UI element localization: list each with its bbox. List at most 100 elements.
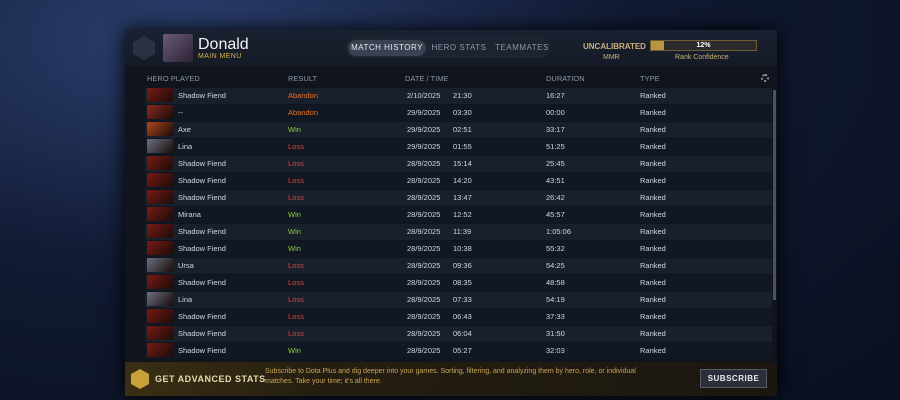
date: 29/9/2025 xyxy=(407,125,441,134)
duration: 32:03 xyxy=(546,346,565,355)
subtitle[interactable]: MAIN MENU xyxy=(198,53,242,60)
hero-icon xyxy=(147,309,173,323)
match-row[interactable]: Shadow Fiend Abandon 2/10/2025 21:30 16:27 Ra… xyxy=(145,88,772,104)
match-row[interactable]: Ursa Loss 28/9/2025 09:36 54:25 Ranked xyxy=(145,258,772,274)
match-row[interactable]: Shadow Fiend Loss 28/9/2025 08:35 48:58 Ranke… xyxy=(145,275,772,291)
result: Abandon xyxy=(288,91,319,100)
time: 06:43 xyxy=(453,312,472,321)
time: 07:33 xyxy=(453,295,472,304)
duration: 54:25 xyxy=(546,261,565,270)
match-type: Ranked xyxy=(640,108,666,117)
match-row[interactable]: Shadow Fiend Loss 28/9/2025 14:20 43:51 Ranke… xyxy=(145,173,772,189)
match-row[interactable]: Shadow Fiend Loss 28/9/2025 13:47 26:42 Ranke… xyxy=(145,190,772,206)
match-type: Ranked xyxy=(640,244,666,253)
hero-icon xyxy=(147,292,173,306)
subscribe-button[interactable]: SUBSCRIBE xyxy=(700,369,767,388)
column-header[interactable]: TYPE xyxy=(640,74,660,83)
hero-icon xyxy=(147,224,173,238)
time: 01:55 xyxy=(453,142,472,151)
match-type: Ranked xyxy=(640,278,666,287)
result: Loss xyxy=(288,261,304,270)
result: Loss xyxy=(288,295,304,304)
hero-icon xyxy=(147,156,173,170)
hero-name: Shadow Fiend xyxy=(178,91,226,100)
result: Loss xyxy=(288,176,304,185)
date: 28/9/2025 xyxy=(407,278,441,287)
hero-icon xyxy=(147,241,173,255)
time: 21:30 xyxy=(453,91,472,100)
column-header[interactable]: HERO PLAYED xyxy=(147,74,200,83)
hero-name: Shadow Fiend xyxy=(178,312,226,321)
date: 28/9/2025 xyxy=(407,312,441,321)
match-row[interactable]: Shadow Fiend Loss 28/9/2025 06:04 31:50 Ranke… xyxy=(145,326,772,342)
promo-title: GET ADVANCED STATS xyxy=(155,374,266,384)
hero-name: -- xyxy=(178,108,183,117)
date: 28/9/2025 xyxy=(407,210,441,219)
match-type: Ranked xyxy=(640,176,666,185)
hero-icon xyxy=(147,88,173,102)
result: Loss xyxy=(288,142,304,151)
rank-status: UNCALIBRATED xyxy=(583,42,646,51)
match-type: Ranked xyxy=(640,159,666,168)
match-row[interactable]: Shadow Fiend Win 28/9/2025 11:39 1:05:06 Rank… xyxy=(145,224,772,240)
promo-text: Subscribe to Dota Plus and dig deeper in… xyxy=(265,368,636,385)
dota-plus-icon xyxy=(131,369,149,389)
mmr-label: MMR xyxy=(603,54,620,61)
result: Win xyxy=(288,210,301,219)
duration: 26:42 xyxy=(546,193,565,202)
result: Loss xyxy=(288,312,304,321)
match-type: Ranked xyxy=(640,295,666,304)
duration: 55:32 xyxy=(546,244,565,253)
match-type: Ranked xyxy=(640,329,666,338)
match-row[interactable]: Shadow Fiend Loss 28/9/2025 06:43 37:33 Ranke… xyxy=(145,309,772,325)
confidence-label: Rank Confidence xyxy=(675,54,729,61)
match-history-panel: Donald MAIN MENU MATCH HISTORY HERO STAT… xyxy=(125,30,777,396)
hero-name: Shadow Fiend xyxy=(178,159,226,168)
match-row[interactable]: Shadow Fiend Win 28/9/2025 10:38 55:32 Ranked xyxy=(145,241,772,257)
tab[interactable]: TEAMMATES xyxy=(495,43,549,52)
duration: 16:27 xyxy=(546,91,565,100)
hero-name: Shadow Fiend xyxy=(178,193,226,202)
match-row[interactable]: Axe Win 29/9/2025 02:51 33:17 Ranked xyxy=(145,122,772,138)
match-type: Ranked xyxy=(640,261,666,270)
hero-name: Shadow Fiend xyxy=(178,176,226,185)
hero-name: Shadow Fiend xyxy=(178,329,226,338)
hero-name: Lina xyxy=(178,142,193,151)
match-row[interactable]: Lina Loss 29/9/2025 01:55 51:25 Ranked xyxy=(145,139,772,155)
result: Win xyxy=(288,244,301,253)
tab[interactable]: HERO STATS xyxy=(431,43,487,52)
column-header[interactable]: DATE / TIME xyxy=(405,74,449,83)
result: Win xyxy=(288,227,301,236)
hero-icon xyxy=(147,207,173,221)
duration: 51:25 xyxy=(546,142,565,151)
match-type: Ranked xyxy=(640,91,666,100)
match-type: Ranked xyxy=(640,142,666,151)
hero-icon xyxy=(147,190,173,204)
promo-banner: GET ADVANCED STATS Subscribe to Dota Plu… xyxy=(125,362,777,396)
settings-icon[interactable] xyxy=(761,74,769,82)
date: 28/9/2025 xyxy=(407,193,441,202)
date: 28/9/2025 xyxy=(407,329,441,338)
duration: 37:33 xyxy=(546,312,565,321)
column-header[interactable]: DURATION xyxy=(546,74,585,83)
result: Win xyxy=(288,125,301,134)
scrollbar[interactable] xyxy=(773,90,776,300)
result: Loss xyxy=(288,193,304,202)
hero-name: Axe xyxy=(178,125,191,134)
match-row[interactable]: Shadow Fiend Win 28/9/2025 05:27 32:03 Ranked xyxy=(145,343,772,359)
column-header[interactable]: RESULT xyxy=(288,74,318,83)
hero-name: Ursa xyxy=(178,261,194,270)
time: 08:35 xyxy=(453,278,472,287)
match-row[interactable]: Lina Loss 28/9/2025 07:33 54:19 Ranked xyxy=(145,292,772,308)
match-row[interactable]: -- Abandon 29/9/2025 03:30 00:00 Ranked xyxy=(145,105,772,121)
date: 28/9/2025 xyxy=(407,261,441,270)
match-row[interactable]: Shadow Fiend Loss 28/9/2025 15:14 25:45 Ranke… xyxy=(145,156,772,172)
date: 28/9/2025 xyxy=(407,176,441,185)
hero-icon xyxy=(147,139,173,153)
date: 28/9/2025 xyxy=(407,159,441,168)
date: 28/9/2025 xyxy=(407,244,441,253)
tab[interactable]: MATCH HISTORY xyxy=(348,40,426,56)
hero-icon xyxy=(147,275,173,289)
match-row[interactable]: Mirana Win 28/9/2025 12:52 45:57 Ranked xyxy=(145,207,772,223)
